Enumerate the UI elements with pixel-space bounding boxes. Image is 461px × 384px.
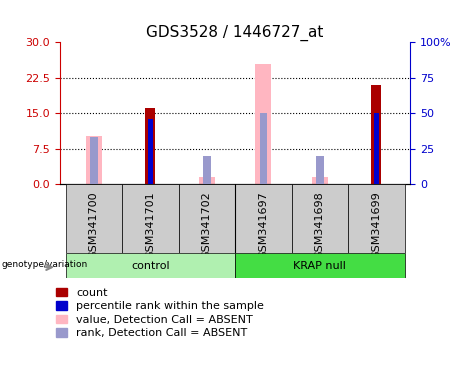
Text: GSM341702: GSM341702 [202,191,212,259]
Text: control: control [131,261,170,271]
Text: GSM341698: GSM341698 [315,191,325,259]
Bar [65,184,122,253]
Bar [178,184,235,253]
Title: GDS3528 / 1446727_at: GDS3528 / 1446727_at [147,25,324,41]
Bar [203,156,211,184]
Text: genotype/variation: genotype/variation [1,260,88,269]
Bar [255,64,271,184]
Text: KRAP null: KRAP null [294,261,346,271]
Bar [348,184,405,253]
Legend: count, percentile rank within the sample, value, Detection Call = ABSENT, rank, : count, percentile rank within the sample… [56,288,264,338]
Bar [148,119,153,184]
Bar [235,253,405,278]
Bar [235,184,292,253]
Text: GSM341700: GSM341700 [89,191,99,259]
Bar [86,136,102,184]
Bar [90,137,98,184]
Bar [65,253,235,278]
Bar [145,108,155,184]
Text: GSM341699: GSM341699 [372,191,381,259]
Bar [292,184,348,253]
Bar [312,177,328,184]
Bar [316,156,324,184]
Text: GSM341701: GSM341701 [145,191,155,259]
Bar [371,85,381,184]
Bar [199,177,215,184]
Text: GSM341697: GSM341697 [258,191,268,259]
Bar [260,113,267,184]
Bar [374,113,379,184]
Bar [122,184,178,253]
